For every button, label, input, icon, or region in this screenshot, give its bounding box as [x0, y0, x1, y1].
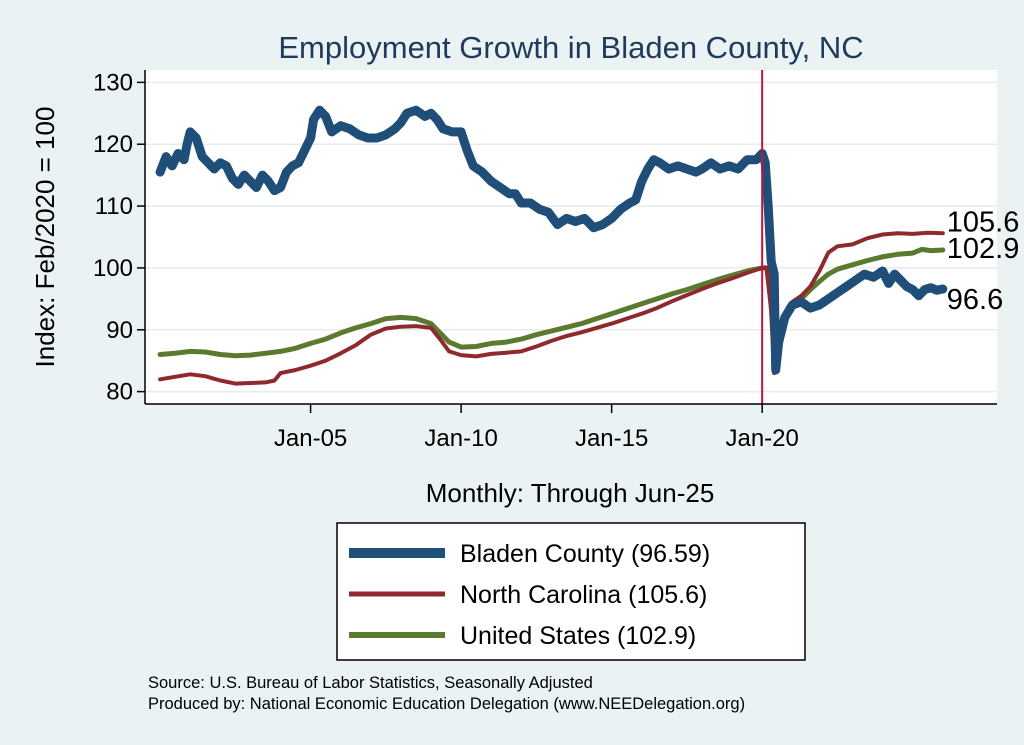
legend: Bladen County (96.59) North Carolina (105…	[336, 522, 806, 661]
legend-label-north-carolina: North Carolina (105.6)	[460, 581, 707, 609]
legend-items: Bladen County (96.59) North Carolina (105…	[349, 540, 710, 650]
chart-title: Employment Growth in Bladen County, NC	[278, 30, 863, 65]
y-ticks: 80 90 100 110 120 130	[93, 69, 145, 406]
x-tick-label-2015: Jan-15	[575, 425, 648, 452]
x-axis-title: Monthly: Through Jun-25	[426, 478, 715, 508]
end-label-united-states: 102.9	[947, 233, 1020, 265]
x-tick-label-2010: Jan-10	[424, 425, 497, 452]
series-line-bladen-county	[155, 105, 948, 375]
source-note: Source: U.S. Bureau of Labor Statistics,…	[148, 674, 593, 692]
gridlines	[145, 81, 997, 393]
series-line-united-states	[157, 246, 946, 359]
x-ticks: Jan-05 Jan-10 Jan-15 Jan-20	[274, 404, 799, 452]
end-label-bladen-county: 96.6	[947, 284, 1003, 316]
y-tick-label-100: 100	[93, 255, 133, 282]
y-tick-label-80: 80	[106, 379, 133, 406]
series-line-north-carolina	[158, 230, 945, 386]
series-layer	[155, 105, 948, 386]
legend-label-bladen-county: Bladen County (96.59)	[460, 540, 710, 568]
y-tick-label-110: 110	[95, 193, 133, 220]
y-tick-label-90: 90	[106, 317, 133, 344]
y-axis-title: Index: Feb/2020 = 100	[30, 107, 60, 368]
y-tick-label-120: 120	[93, 131, 133, 158]
producer-note: Produced by: National Economic Education…	[148, 695, 745, 713]
end-label-north-carolina: 105.6	[947, 206, 1020, 238]
x-tick-label-2005: Jan-05	[274, 425, 347, 452]
x-tick-label-2020: Jan-20	[725, 425, 798, 452]
legend-label-united-states: United States (102.9)	[460, 622, 696, 650]
y-tick-label-130: 130	[93, 69, 133, 96]
